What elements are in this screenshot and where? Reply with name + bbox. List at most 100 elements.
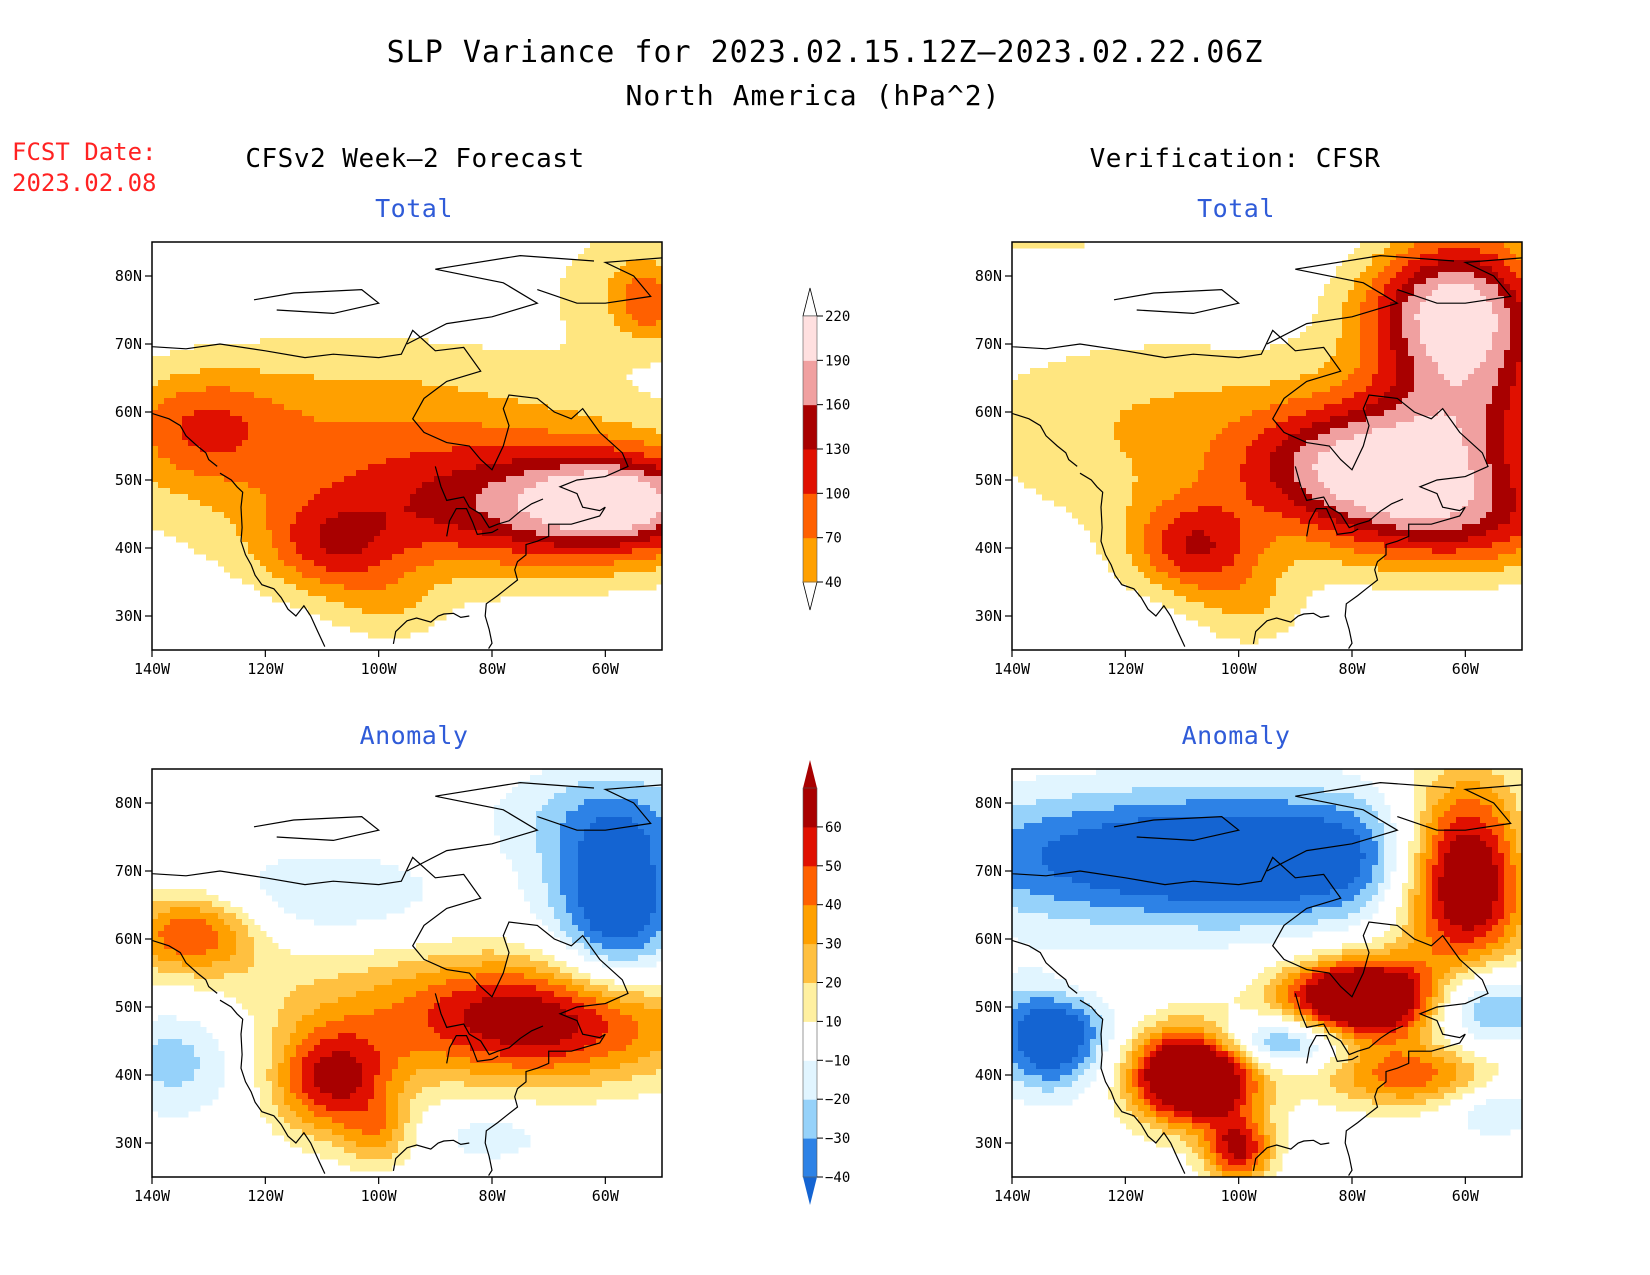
contour-cell — [1246, 1087, 1259, 1094]
contour-cell — [1216, 1033, 1229, 1040]
contour-cell — [272, 1063, 279, 1070]
contour-cell — [1246, 482, 1277, 489]
contour-cell — [1222, 1027, 1229, 1034]
contour-cell — [1510, 919, 1522, 926]
contour-cell — [1186, 1153, 1199, 1160]
contour-cell — [152, 949, 177, 956]
contour-cell — [1258, 1129, 1265, 1136]
contour-cell — [1186, 1159, 1205, 1166]
contour-cell — [1510, 470, 1522, 477]
contour-cell — [1498, 889, 1505, 896]
contour-cell — [1492, 488, 1517, 495]
contour-cell — [1414, 805, 1427, 812]
contour-cell — [1486, 841, 1499, 848]
contour-cell — [1264, 1069, 1283, 1076]
contour-cell — [1408, 1033, 1421, 1040]
contour-cell — [1354, 284, 1373, 291]
contour-cell — [1138, 1033, 1151, 1040]
contour-cell — [350, 1093, 375, 1100]
contour-cell — [1336, 1105, 1439, 1112]
contour-cell — [554, 931, 567, 938]
contour-cell — [572, 973, 591, 980]
contour-cell — [1270, 1033, 1289, 1040]
contour-cell — [404, 1129, 417, 1136]
contour-cell — [1396, 404, 1487, 411]
contour-cell — [1468, 967, 1493, 974]
contour-cell — [1420, 979, 1433, 986]
contour-cell — [1270, 452, 1295, 459]
contour-cell — [194, 1069, 225, 1076]
contour-cell — [1498, 937, 1511, 944]
contour-cell — [1348, 410, 1385, 417]
contour-cell — [1414, 997, 1421, 1004]
contour-cell — [1318, 1009, 1409, 1016]
contour-cell — [1162, 536, 1187, 543]
contour-cell — [1294, 1009, 1301, 1016]
fcst-date: 2023.02.08 — [12, 169, 157, 197]
contour-cell — [1240, 1063, 1247, 1070]
contour-cell — [1414, 871, 1421, 878]
colorbar-label: 40 — [825, 898, 842, 914]
contour-cell — [1468, 949, 1493, 956]
contour-cell — [1438, 362, 1481, 369]
contour-cell — [1018, 967, 1043, 974]
contour-cell — [1126, 548, 1145, 555]
contour-cell — [1330, 416, 1367, 423]
contour-cell — [1264, 608, 1301, 615]
contour-cell — [1378, 817, 1391, 824]
contour-cell — [1216, 434, 1259, 441]
contour-cell — [1438, 260, 1481, 267]
contour-cell — [1438, 841, 1451, 848]
contour-cell — [1258, 1045, 1271, 1052]
contour-cell — [188, 542, 249, 549]
contour-cell — [1054, 500, 1133, 507]
contour-cell — [1228, 1147, 1247, 1154]
contour-cell — [314, 374, 627, 381]
contour-cell — [1240, 1045, 1247, 1052]
contour-cell — [1390, 386, 1415, 393]
contour-cell — [1366, 799, 1385, 806]
contour-cell — [1252, 1105, 1265, 1112]
contour-cell — [164, 925, 213, 932]
contour-cell — [1114, 805, 1337, 812]
contour-cell — [1342, 1033, 1355, 1040]
contour-cell — [1096, 542, 1127, 549]
contour-cell — [380, 530, 483, 537]
contour-cell — [1432, 979, 1439, 986]
contour-cell — [1486, 278, 1505, 285]
contour-cell — [1234, 997, 1265, 1004]
contour-cell — [1252, 979, 1271, 986]
contour-cell — [362, 1069, 381, 1076]
contour-cell — [1336, 1033, 1343, 1040]
contour-cell — [560, 889, 579, 896]
contour-cell — [1168, 572, 1253, 579]
contour-cell — [1318, 302, 1343, 309]
contour-cell — [1324, 1033, 1337, 1040]
contour-cell — [548, 428, 657, 435]
contour-cell — [1402, 332, 1421, 339]
contour-cell — [1108, 566, 1139, 573]
contour-cell — [1468, 446, 1487, 453]
contour-cell — [1438, 889, 1499, 896]
contour-cell — [428, 590, 609, 597]
contour-cell — [1360, 907, 1379, 914]
contour-cell — [1162, 1039, 1205, 1046]
contour-cell — [1120, 446, 1211, 453]
contour-cell — [1126, 1087, 1139, 1094]
contour-cell — [1384, 841, 1397, 848]
contour-cell — [632, 1075, 662, 1082]
contour-cell — [584, 955, 609, 962]
contour-cell — [1270, 1141, 1277, 1148]
contour-cell — [560, 841, 579, 848]
contour-cell — [1420, 847, 1427, 854]
contour-cell — [482, 488, 525, 495]
contour-cell — [1198, 470, 1241, 477]
contour-cell — [1264, 1081, 1277, 1088]
contour-cell — [1264, 1165, 1271, 1172]
contour-cell — [350, 626, 429, 633]
contour-cell — [1246, 1141, 1259, 1148]
contour-cell — [1492, 266, 1511, 273]
contour-cell — [1222, 566, 1253, 573]
contour-cell — [170, 919, 207, 926]
contour-cell — [1492, 302, 1505, 309]
